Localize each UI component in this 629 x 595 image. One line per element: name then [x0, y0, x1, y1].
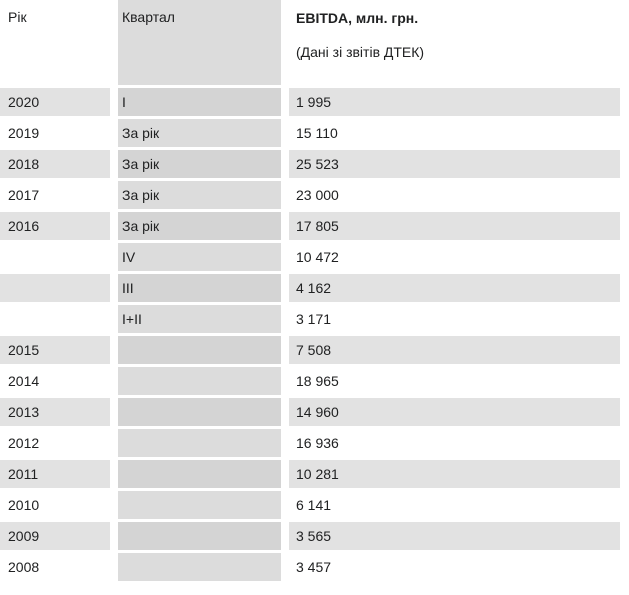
- ebitda-cell: 14 960: [289, 398, 620, 426]
- table-row: 2008 3 457: [0, 553, 620, 581]
- year-cell: 2016: [0, 212, 110, 240]
- quarter-cell: [118, 553, 281, 581]
- table-row: IV 10 472: [0, 243, 620, 271]
- quarter-cell: [118, 429, 281, 457]
- quarter-cell: III: [118, 274, 281, 302]
- quarter-column-header: Квартал: [118, 0, 281, 85]
- ebitda-cell: 10 472: [296, 249, 339, 265]
- table-row: I+II 3 171: [0, 305, 620, 333]
- table-row: 2016 За рік 17 805: [0, 212, 620, 240]
- ebitda-cell: 18 965: [296, 373, 339, 389]
- ebitda-cell: 1 995: [289, 88, 620, 116]
- quarter-cell: [118, 367, 281, 395]
- year-cell: 2009: [0, 522, 110, 550]
- quarter-cell: За рік: [118, 181, 281, 209]
- ebitda-cell: 4 162: [289, 274, 620, 302]
- ebitda-table: Рік Квартал EBITDA, млн. грн. (Дані зі з…: [0, 0, 620, 581]
- ebitda-cell: 25 523: [289, 150, 620, 178]
- year-cell: 2018: [0, 150, 110, 178]
- year-cell: 2019: [8, 125, 40, 141]
- year-cell: 2014: [8, 373, 40, 389]
- year-cell: [0, 305, 110, 333]
- table-row: 2015 7 508: [0, 336, 620, 364]
- year-cell: 2010: [8, 497, 40, 513]
- ebitda-column-subtitle: (Дані зі звітів ДТЕК): [296, 44, 425, 60]
- quarter-cell: [118, 491, 281, 519]
- ebitda-cell: 23 000: [296, 187, 339, 203]
- table-header-row: Рік Квартал EBITDA, млн. грн. (Дані зі з…: [0, 0, 620, 85]
- year-cell: [0, 274, 110, 302]
- year-cell: 2013: [0, 398, 110, 426]
- quarter-cell: [118, 460, 281, 488]
- table-row: 2014 18 965: [0, 367, 620, 395]
- year-column-header: Рік: [8, 9, 27, 25]
- table-row: 2009 3 565: [0, 522, 620, 550]
- table-row: 2017 За рік 23 000: [0, 181, 620, 209]
- quarter-cell: За рік: [118, 119, 281, 147]
- ebitda-cell: 17 805: [289, 212, 620, 240]
- year-cell: 2011: [0, 460, 110, 488]
- table-row: 2011 10 281: [0, 460, 620, 488]
- year-cell: 2020: [0, 88, 110, 116]
- year-cell: [0, 243, 110, 271]
- quarter-cell: За рік: [118, 150, 281, 178]
- quarter-cell: I+II: [118, 305, 281, 333]
- table-row: 2013 14 960: [0, 398, 620, 426]
- table-row: 2018 За рік 25 523: [0, 150, 620, 178]
- year-cell: 2012: [8, 435, 40, 451]
- year-cell: 2015: [0, 336, 110, 364]
- table-row: 2012 16 936: [0, 429, 620, 457]
- ebitda-cell: 3 565: [289, 522, 620, 550]
- ebitda-cell: 15 110: [296, 125, 338, 141]
- ebitda-cell: 16 936: [296, 435, 339, 451]
- table-row: 2010 6 141: [0, 491, 620, 519]
- table-row: 2019 За рік 15 110: [0, 119, 620, 147]
- quarter-cell: [118, 336, 281, 364]
- table-body: 2020 I 1 995 2019 За рік 15 110 2018 За рік 25 5…: [0, 88, 620, 581]
- table-row: III 4 162: [0, 274, 620, 302]
- quarter-cell: [118, 522, 281, 550]
- quarter-cell: За рік: [118, 212, 281, 240]
- quarter-cell: IV: [118, 243, 281, 271]
- quarter-cell: I: [118, 88, 281, 116]
- ebitda-column-header: EBITDA, млн. грн. (Дані зі звітів ДТЕК): [289, 0, 620, 85]
- table-row: 2020 I 1 995: [0, 88, 620, 116]
- ebitda-cell: 10 281: [289, 460, 620, 488]
- ebitda-cell: 7 508: [289, 336, 620, 364]
- year-cell: 2008: [8, 559, 40, 575]
- year-cell: 2017: [8, 187, 40, 203]
- ebitda-cell: 3 457: [296, 559, 332, 575]
- quarter-cell: [118, 398, 281, 426]
- ebitda-cell: 6 141: [296, 497, 332, 513]
- ebitda-cell: 3 171: [296, 311, 332, 327]
- ebitda-column-title: EBITDA, млн. грн.: [296, 10, 419, 26]
